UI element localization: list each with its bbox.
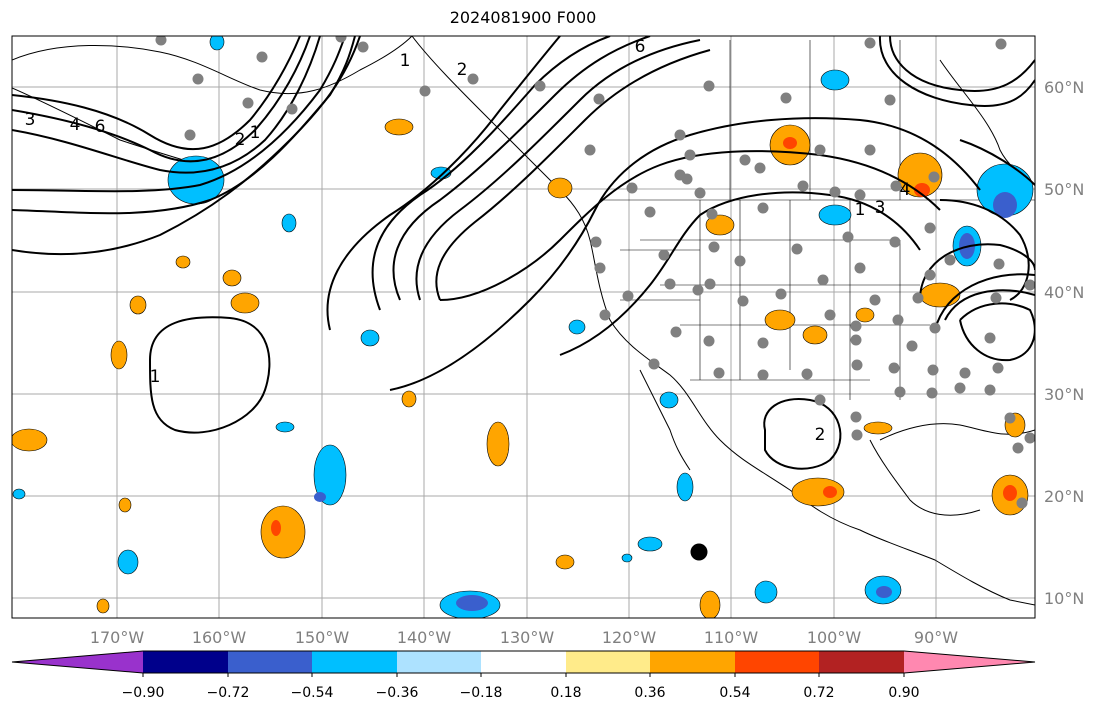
colorbar-tick-label: −0.72 [207, 685, 250, 701]
longitude-labels: 170°W 160°W 150°W 140°W 130°W 120°W 110°W 100°W… [90, 628, 958, 647]
lat-label: 10°N [1044, 589, 1084, 608]
lon-label: 170°W [90, 628, 145, 647]
colorbar-tick-label: −0.90 [122, 685, 165, 701]
lon-label: 150°W [295, 628, 350, 647]
colorbar-tick-label: −0.36 [376, 685, 419, 701]
lon-label: 100°W [807, 628, 862, 647]
contour-label: 1 [855, 200, 866, 220]
contour-label: 3 [25, 110, 36, 130]
lon-label: 110°W [704, 628, 759, 647]
colorbar-tick-label: −0.54 [291, 685, 334, 701]
contour-label: 4 [70, 115, 81, 135]
colorbar-tick-label: 0.72 [803, 685, 834, 701]
contour-label: 3 [875, 198, 886, 218]
contour-label: 2 [815, 425, 826, 445]
contour-lines [12, 36, 1035, 470]
political-borders [600, 40, 1035, 400]
contour-label: 1 [250, 123, 261, 143]
latitude-labels: 60°N 50°N 40°N 30°N 20°N 10°N [1044, 78, 1084, 608]
lat-label: 40°N [1044, 283, 1084, 302]
colorbar-tick-label: 0.36 [634, 685, 665, 701]
contour-label: 2 [235, 130, 246, 150]
contour-label: 6 [95, 117, 106, 137]
map-frame-bg [12, 36, 1035, 618]
colorbar-tick-labels: −0.90 −0.72 −0.54 −0.36 −0.18 0.18 0.36 0.54 0.7… [122, 673, 920, 701]
marker-dot [690, 543, 708, 561]
lon-label: 140°W [397, 628, 452, 647]
lat-label: 30°N [1044, 385, 1084, 404]
map-frame [11, 35, 1036, 619]
contour-label: 4 [900, 180, 911, 200]
lat-label: 50°N [1044, 180, 1084, 199]
colorbar-tick-label: 0.90 [888, 685, 919, 701]
lon-label: 160°W [192, 628, 247, 647]
map-title: 2024081900 F000 [449, 8, 597, 27]
lat-label: 60°N [1044, 78, 1084, 97]
lat-label: 20°N [1044, 487, 1084, 506]
lon-label: 130°W [500, 628, 555, 647]
lon-label: 90°W [914, 628, 958, 647]
contour-label: 2 [457, 60, 468, 80]
colorbar [11, 650, 1036, 674]
contour-label: 6 [635, 37, 646, 57]
station-dots [155, 36, 1035, 509]
gridlines [12, 36, 1035, 618]
colorbar-tick-label: −0.18 [460, 685, 503, 701]
contour-label: 1 [150, 367, 161, 387]
contour-label: 1 [400, 51, 411, 71]
lon-label: 120°W [602, 628, 657, 647]
colorbar-tick-label: 0.54 [719, 685, 750, 701]
colorbar-tick-label: 0.18 [550, 685, 581, 701]
